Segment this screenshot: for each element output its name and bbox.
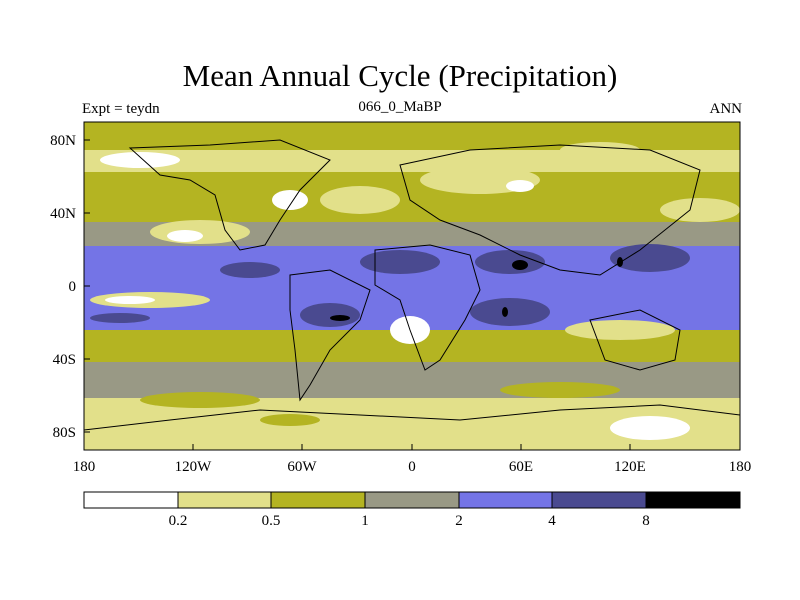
x-tick-label: 120W (175, 459, 213, 475)
patch (100, 152, 180, 168)
colorbar-label: 0.5 (262, 513, 281, 529)
band-60n-35n (84, 172, 740, 222)
colorbar-swatch (645, 491, 741, 509)
patch (560, 142, 640, 158)
patch (506, 180, 534, 192)
colorbar: 0.2 0.5 1 2 4 8 (83, 491, 741, 529)
time-label: 066_0_MaBP (358, 99, 442, 115)
map-title: Mean Annual Cycle (Precipitation) (182, 58, 618, 93)
patch (502, 307, 508, 317)
coast-africa (374, 244, 481, 371)
coast-south-america (289, 269, 371, 402)
patch (150, 220, 250, 244)
patch (220, 262, 280, 278)
y-tick-label: 40S (53, 352, 76, 368)
precipitation-field (84, 122, 740, 450)
x-tick-label: 0 (408, 459, 416, 475)
x-tick-label: 60W (287, 459, 317, 475)
y-tick-label: 40N (50, 206, 76, 222)
patch (260, 414, 320, 426)
colorbar-label: 8 (642, 513, 650, 529)
x-tick-label: 180 (729, 459, 752, 475)
coastlines (84, 139, 740, 450)
patch (360, 250, 440, 274)
x-tick-label: 180 (73, 459, 96, 475)
experiment-label: Expt = teydn (82, 101, 160, 117)
season-label: ANN (709, 101, 743, 117)
patch (610, 416, 690, 440)
colorbar-label: 0.2 (169, 513, 188, 529)
x-tick-label: 60E (509, 459, 533, 475)
patch (610, 244, 690, 272)
patch (500, 382, 620, 398)
colorbar-swatch (270, 491, 366, 509)
band-40s-60s (84, 362, 740, 398)
patch (320, 186, 400, 214)
y-tick-label: 80N (50, 133, 76, 149)
patch (272, 190, 308, 210)
coast-australia (589, 309, 681, 371)
colorbar-swatch (364, 491, 460, 509)
patch (565, 320, 675, 340)
x-axis: 180 120W 60W 0 60E 120E 180 (73, 444, 752, 475)
colorbar-swatch (177, 491, 272, 509)
patch (140, 392, 260, 408)
colorbar-label: 1 (361, 513, 369, 529)
patch (660, 198, 740, 222)
patch (90, 313, 150, 323)
field-patches (90, 142, 740, 440)
patch (105, 296, 155, 304)
colorbar-label: 2 (455, 513, 463, 529)
x-tick-label: 120E (614, 459, 646, 475)
patch (475, 250, 545, 274)
colorbar-swatch (458, 491, 553, 509)
colorbar-swatch (551, 491, 647, 509)
coast-eurasia (399, 144, 701, 276)
coast-north-america (128, 139, 331, 251)
coast-antarctica (84, 404, 740, 450)
colorbar-swatch (83, 491, 179, 509)
band-75n-60n (84, 150, 740, 172)
patch (167, 230, 203, 242)
patch (470, 298, 550, 326)
patch (330, 315, 350, 321)
patch (300, 303, 360, 327)
y-tick-label: 80S (53, 425, 76, 441)
y-axis: 80N 40N 0 40S 80S (50, 133, 90, 441)
y-tick-label: 0 (69, 279, 77, 295)
patch (512, 260, 528, 270)
colorbar-label: 4 (548, 513, 556, 529)
